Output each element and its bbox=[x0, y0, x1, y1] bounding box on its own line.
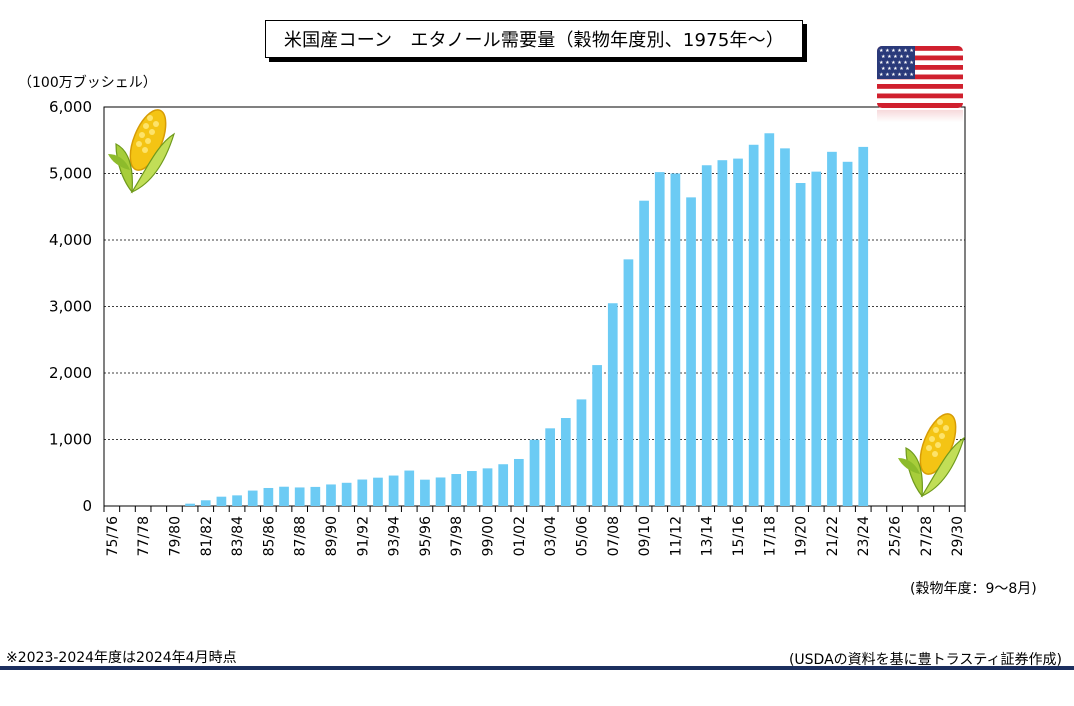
y-tick-label: 4,000 bbox=[49, 231, 92, 249]
bar bbox=[670, 173, 681, 506]
bar bbox=[545, 428, 556, 506]
x-tick-label: 81/82 bbox=[199, 516, 215, 556]
x-tick-label: 97/98 bbox=[449, 516, 465, 556]
bar bbox=[388, 475, 399, 506]
bar bbox=[185, 503, 195, 506]
x-tick-label: 19/20 bbox=[794, 516, 810, 556]
bar bbox=[639, 200, 649, 507]
bar bbox=[748, 144, 759, 506]
svg-text:★ ★ ★ ★ ★ ★: ★ ★ ★ ★ ★ ★ bbox=[879, 72, 914, 78]
x-tick-label: 17/18 bbox=[762, 516, 778, 556]
bar bbox=[232, 495, 242, 506]
bar bbox=[341, 482, 352, 506]
x-tick-label: 75/76 bbox=[105, 516, 121, 556]
x-tick-label: 07/08 bbox=[606, 516, 622, 556]
x-tick-label: 05/06 bbox=[574, 516, 590, 556]
svg-text:★ ★ ★ ★ ★ ★: ★ ★ ★ ★ ★ ★ bbox=[879, 48, 914, 54]
bottom-rule bbox=[0, 666, 1074, 670]
bar bbox=[451, 474, 462, 506]
bar bbox=[482, 468, 493, 506]
bar bbox=[701, 165, 712, 506]
x-tick-label: 11/12 bbox=[668, 516, 684, 556]
x-tick-label: 23/24 bbox=[856, 516, 872, 556]
bar bbox=[654, 172, 665, 506]
footnote: ※2023-2024年度は2024年4月時点 bbox=[6, 650, 237, 666]
bar bbox=[357, 479, 368, 506]
x-tick-label: 29/30 bbox=[950, 516, 966, 556]
x-tick-label: 01/02 bbox=[512, 516, 528, 556]
y-tick-label: 0 bbox=[82, 497, 92, 515]
bar bbox=[310, 486, 321, 506]
bar bbox=[811, 171, 822, 506]
x-tick-label: 21/22 bbox=[825, 516, 841, 556]
x-axis-label: (穀物年度：9～8月) bbox=[910, 581, 1037, 597]
bar bbox=[435, 477, 446, 506]
x-tick-label: 77/78 bbox=[136, 516, 152, 556]
bar bbox=[404, 470, 415, 506]
bar bbox=[733, 158, 743, 506]
y-tick-label: 6,000 bbox=[49, 98, 92, 116]
bar bbox=[467, 471, 477, 506]
corn-icon bbox=[898, 413, 966, 498]
bar bbox=[263, 487, 274, 506]
bar bbox=[513, 458, 524, 506]
y-tick-label: 3,000 bbox=[49, 298, 92, 316]
x-tick-label: 93/94 bbox=[387, 516, 403, 556]
bar bbox=[842, 161, 853, 506]
bar bbox=[420, 479, 430, 506]
bar bbox=[764, 133, 775, 506]
y-tick-label: 5,000 bbox=[49, 165, 92, 183]
x-tick-label: 85/86 bbox=[261, 516, 277, 556]
x-tick-label: 99/00 bbox=[481, 516, 497, 556]
x-tick-label: 15/16 bbox=[731, 516, 747, 556]
y-tick-label: 1,000 bbox=[49, 431, 92, 449]
corn-icon bbox=[108, 109, 176, 194]
bar bbox=[498, 464, 509, 506]
x-tick-label: 09/10 bbox=[637, 516, 653, 556]
bar bbox=[795, 183, 806, 506]
us-flag-icon: ★ ★ ★ ★ ★ ★ ★ ★ ★ ★ ★ ★ ★ ★ ★ ★ ★ ★ ★ ★ … bbox=[877, 46, 963, 122]
svg-text:★ ★ ★ ★ ★: ★ ★ ★ ★ ★ bbox=[881, 66, 910, 72]
x-tick-label: 03/04 bbox=[543, 516, 559, 556]
bar bbox=[216, 496, 227, 506]
x-tick-label: 25/26 bbox=[888, 516, 904, 556]
bar bbox=[576, 399, 587, 506]
svg-text:★ ★ ★ ★ ★ ★: ★ ★ ★ ★ ★ ★ bbox=[879, 60, 914, 66]
bar bbox=[623, 259, 634, 506]
x-tick-label: 91/92 bbox=[355, 516, 371, 556]
x-tick-label: 95/96 bbox=[418, 516, 434, 556]
y-tick-label: 2,000 bbox=[49, 364, 92, 382]
x-tick-label: 83/84 bbox=[230, 516, 246, 556]
bar bbox=[827, 151, 837, 507]
bar bbox=[780, 148, 790, 506]
x-tick-label: 79/80 bbox=[167, 516, 183, 556]
bar bbox=[279, 486, 289, 506]
x-tick-label: 87/88 bbox=[293, 516, 309, 556]
bar bbox=[247, 490, 258, 506]
bar bbox=[686, 197, 696, 506]
bar bbox=[326, 484, 336, 506]
x-tick-label: 13/14 bbox=[700, 516, 716, 556]
y-axis-unit-label: （100万ブッシェル） bbox=[18, 75, 157, 91]
bar bbox=[294, 487, 305, 506]
x-tick-label: 27/28 bbox=[919, 516, 935, 556]
x-tick-label: 89/90 bbox=[324, 516, 340, 556]
bar bbox=[200, 500, 211, 506]
svg-text:★ ★ ★ ★ ★: ★ ★ ★ ★ ★ bbox=[881, 54, 910, 60]
bar bbox=[592, 365, 602, 506]
bar bbox=[607, 303, 618, 506]
bar bbox=[560, 418, 571, 506]
bar bbox=[858, 146, 869, 506]
source-note: (USDAの資料を基に豊トラスティ証券作成) bbox=[788, 652, 1062, 668]
chart-title: 米国産コーン エタノール需要量（穀物年度別、1975年～） bbox=[265, 20, 803, 58]
bar bbox=[373, 477, 383, 506]
bar bbox=[529, 439, 540, 506]
bar bbox=[717, 160, 728, 506]
